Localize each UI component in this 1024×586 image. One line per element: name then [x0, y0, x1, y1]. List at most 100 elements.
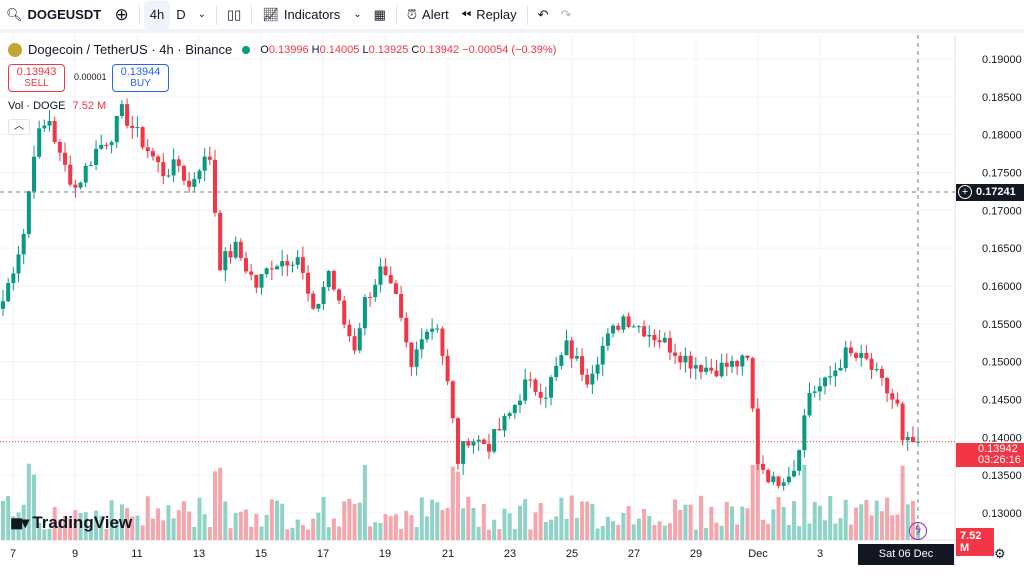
volume-bar — [698, 495, 703, 540]
time-tick-label: 25 — [566, 548, 578, 560]
candle-body — [673, 352, 678, 356]
volume-bar — [362, 464, 367, 540]
sell-price: 0.13943 — [16, 66, 57, 78]
templates-button[interactable]: ▦ — [368, 1, 392, 29]
time-tick-label: 27 — [628, 548, 640, 560]
volume-bar — [755, 461, 760, 540]
candle-body — [704, 367, 709, 372]
candle-body — [73, 184, 78, 188]
volume-bar — [507, 513, 512, 540]
candles-icon: ▯▯ — [227, 6, 242, 22]
candle-body — [342, 300, 347, 325]
interval-4h[interactable]: 4h — [143, 0, 171, 29]
indicators-button[interactable]: 📈︎ Indicators ⌄ — [256, 1, 367, 29]
candle-body — [166, 175, 171, 177]
sell-button[interactable]: 0.13943 SELL — [8, 64, 65, 92]
alert-button[interactable]: ⏰︎ Alert — [401, 1, 455, 29]
candle-body — [605, 333, 610, 346]
volume-bar — [73, 510, 78, 540]
volume-bar — [585, 501, 590, 540]
volume-bar — [854, 507, 859, 540]
alert-label: Alert — [422, 7, 449, 22]
settings-gear-icon[interactable]: ⚙ — [994, 546, 1006, 561]
plus-circle-icon: ⊕ — [114, 4, 129, 24]
time-tick-label: 21 — [442, 548, 454, 560]
time-tick-label: 29 — [690, 548, 702, 560]
volume-bar — [32, 474, 37, 540]
buy-button[interactable]: 0.13944 BUY — [112, 64, 169, 92]
volume-bar — [652, 524, 657, 540]
volume-bar — [176, 510, 181, 540]
price-tick-label: 0.19000 — [982, 54, 1022, 66]
buy-label: BUY — [130, 78, 151, 89]
volume-bar — [719, 525, 724, 540]
interval-d[interactable]: D — [176, 7, 186, 22]
candle-body — [88, 164, 93, 166]
ohlc-values: O0.13996 H0.14005 L0.13925 C0.13942 −0.0… — [260, 43, 557, 56]
volume-bar — [549, 519, 554, 540]
candle-body — [150, 151, 155, 157]
volume-bar — [419, 497, 424, 540]
candle-body — [735, 360, 740, 367]
volume-bar — [161, 520, 166, 540]
volume-bar — [238, 511, 243, 540]
crosshair-price-label: 0.17241 — [956, 184, 1024, 201]
volume-bar — [383, 514, 388, 540]
price-tick-label: 0.16500 — [982, 243, 1022, 255]
volume-bar — [735, 524, 740, 540]
chart-legend: Dogecoin / TetherUS · 4h · Binance O0.13… — [8, 42, 556, 57]
volume-bar — [621, 512, 626, 540]
redo-button[interactable]: ↷ — [555, 1, 578, 29]
candle-body — [833, 370, 838, 377]
volume-bar — [900, 465, 905, 540]
volume-bar — [740, 506, 745, 540]
redo-icon: ↷ — [560, 6, 572, 22]
volume-bar — [864, 500, 869, 540]
interval-dropdown[interactable]: ⌄ — [192, 1, 212, 29]
volume-bar — [311, 518, 316, 540]
candle-body — [828, 376, 833, 378]
volume-bar — [259, 526, 264, 540]
undo-button[interactable]: ↶ — [532, 1, 555, 29]
candle-body — [373, 284, 378, 298]
compare-button[interactable]: ⊕ — [109, 1, 135, 29]
price-chart[interactable]: 0.19000 0.18500 0.18000 0.17500 0.17000 0.165… — [0, 35, 1024, 565]
candle-body — [595, 364, 600, 374]
volume-bar — [119, 504, 124, 540]
replay-label: Replay — [476, 7, 517, 22]
candle-body — [269, 268, 274, 270]
volume-bar — [6, 495, 11, 540]
lightning-icon[interactable]: ϟ — [909, 522, 927, 540]
volume-bar — [533, 512, 538, 540]
candle-body — [368, 297, 373, 299]
candle-body — [440, 328, 445, 356]
indicators-label: Indicators — [283, 7, 341, 22]
candle-body — [760, 463, 765, 470]
volume-legend: Vol · DOGE 7.52 M — [8, 100, 106, 112]
volume-bar — [636, 518, 641, 540]
candle-body — [859, 352, 864, 358]
candle-body — [823, 377, 828, 387]
volume-bar — [145, 496, 150, 540]
chart-type-button[interactable]: ▯▯ — [221, 1, 247, 29]
volume-bar — [414, 527, 419, 540]
replay-button[interactable]: ⏪︎ Replay — [455, 1, 523, 29]
candle-body — [667, 337, 672, 353]
volume-bar — [461, 508, 466, 540]
collapse-legend-button[interactable]: ︿ — [8, 119, 30, 135]
tradingview-logo[interactable]: ◼▾ TradingView — [10, 513, 132, 533]
candle-body — [114, 116, 119, 143]
volume-bar — [714, 522, 719, 540]
volume-bar — [569, 495, 574, 540]
volume-bar — [212, 471, 217, 540]
volume-bar — [802, 464, 807, 540]
volume-bar — [125, 508, 130, 540]
divider — [395, 4, 397, 25]
symbol-search[interactable]: 🔍︎ DOGEUSDT — [0, 1, 109, 29]
candle-body — [130, 125, 135, 129]
price-tick-label: 0.14500 — [982, 394, 1022, 406]
candle-body — [311, 293, 316, 309]
add-alert-plus-icon[interactable]: + — [958, 185, 972, 199]
symbol-title[interactable]: Dogecoin / TetherUS · 4h · Binance — [28, 42, 233, 57]
volume-bar — [807, 523, 812, 540]
